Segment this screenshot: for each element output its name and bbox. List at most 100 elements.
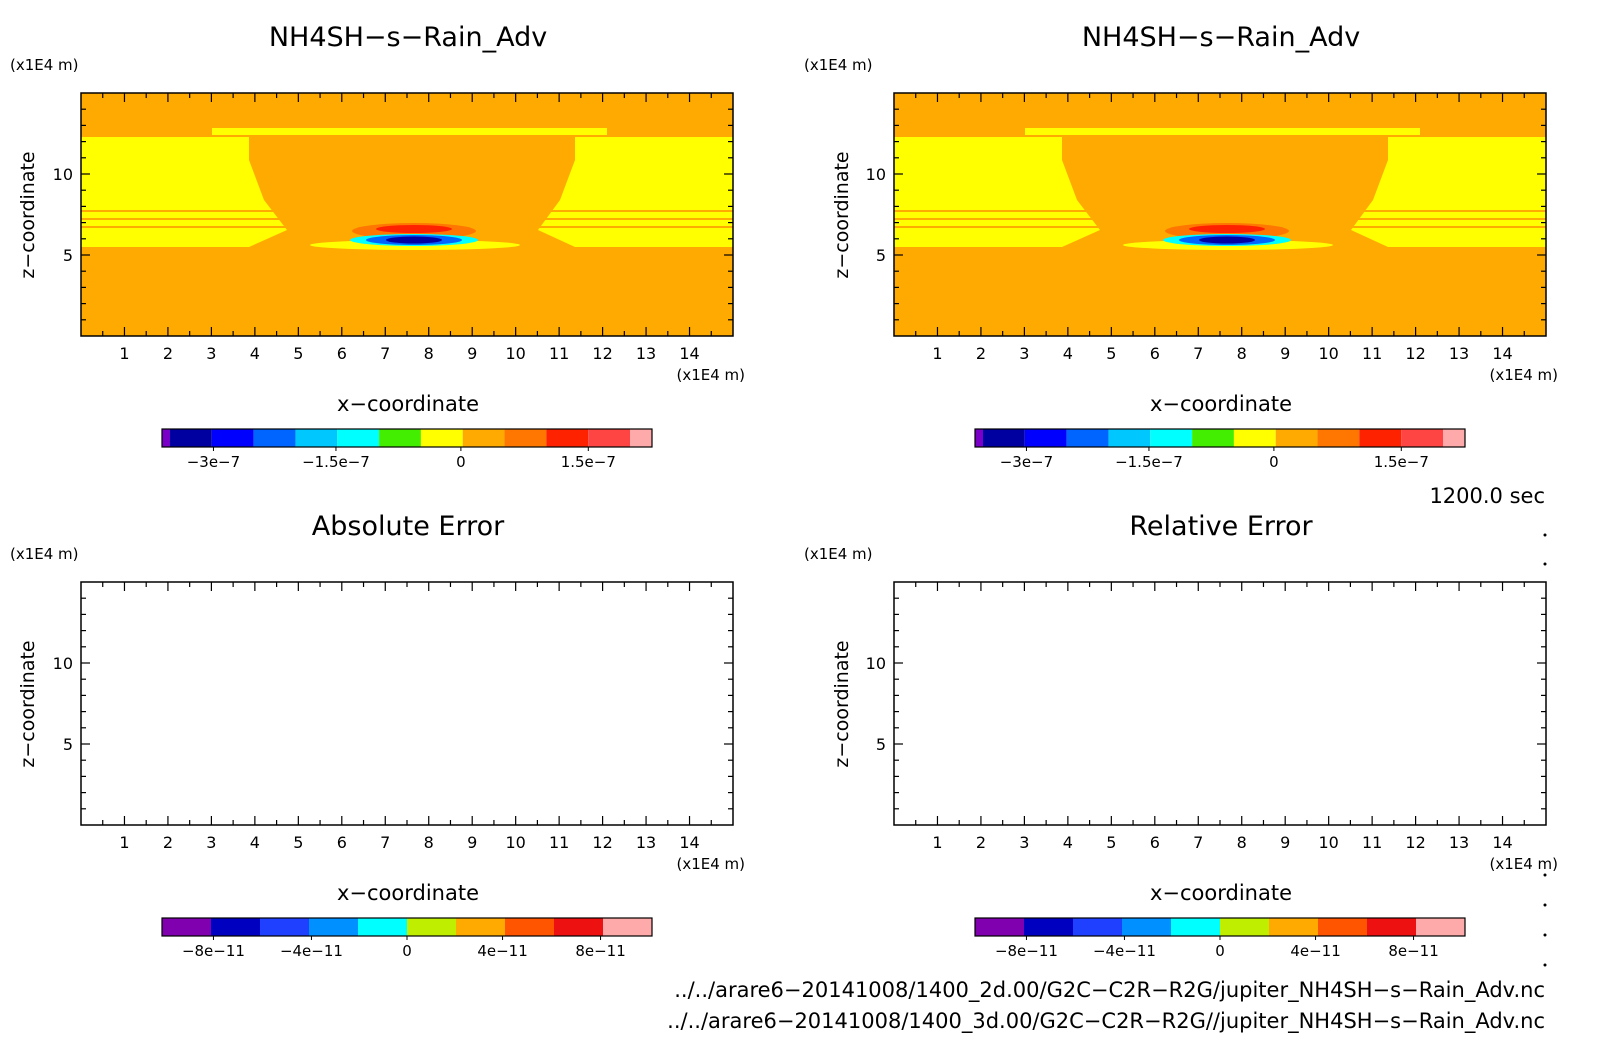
panel-title: NH4SH−s−Rain_Adv — [1082, 22, 1360, 53]
y-ticks: 5 10 — [53, 597, 733, 810]
colorbar-tick-label: 0 — [402, 942, 412, 960]
field-positive-core — [1189, 225, 1265, 233]
colorbar-swatch — [420, 429, 463, 447]
y-axis-label: z−coordinate — [831, 151, 853, 278]
colorbar-swatch — [1416, 918, 1465, 936]
y-axis-label: z−coordinate — [17, 640, 39, 767]
panel-bottom-right: Relative Error (x1E4 m) 1 2 3 4 5 6 7 8 9 10 11 12 1… — [804, 511, 1558, 960]
x-tick-label: 2 — [976, 344, 986, 363]
x-unit-label: (x1E4 m) — [1489, 855, 1558, 873]
colorbar-tick-label: 4e−11 — [1290, 942, 1340, 960]
colorbar-swatch — [1359, 429, 1402, 447]
field-yellow-ledge — [1025, 128, 1420, 135]
x-unit-label: (x1E4 m) — [1489, 366, 1558, 384]
x-tick-label: 13 — [1449, 344, 1469, 363]
dot — [1543, 562, 1547, 566]
y-ticks: 5 10 — [866, 597, 1546, 810]
x-tick-label: 2 — [163, 833, 173, 852]
x-tick-label: 13 — [1449, 833, 1469, 852]
field-negative-core — [1199, 236, 1255, 244]
x-tick-label: 7 — [1193, 344, 1203, 363]
x-tick-label: 8 — [424, 344, 434, 363]
colorbar-swatch — [1150, 429, 1193, 447]
colorbar-tick-label: −8e−11 — [995, 942, 1058, 960]
x-unit-label: (x1E4 m) — [676, 366, 745, 384]
x-ticks: 1 2 3 4 5 6 7 8 9 10 11 12 13 14 — [915, 93, 1525, 363]
colorbar-swatch — [407, 918, 456, 936]
x-tick-label: 10 — [1318, 344, 1338, 363]
colorbar-swatch — [975, 429, 983, 447]
colorbar-swatch — [1024, 918, 1073, 936]
colorbar-swatch — [1171, 918, 1220, 936]
x-tick-label: 10 — [505, 833, 525, 852]
y-tick-label: 5 — [63, 246, 73, 265]
y-tick-label: 5 — [63, 735, 73, 754]
colorbar-swatch — [1443, 429, 1465, 447]
x-unit-label: (x1E4 m) — [676, 855, 745, 873]
colorbar-swatch — [588, 429, 630, 447]
x-tick-label: 5 — [293, 833, 303, 852]
dot — [1543, 903, 1547, 907]
colorbar-swatch — [1401, 429, 1443, 447]
colorbar-tick-label: 1.5e−7 — [1374, 453, 1429, 471]
colorbar-swatch — [260, 918, 309, 936]
margin-dots — [1543, 533, 1547, 967]
colorbar-swatch — [505, 918, 554, 936]
x-axis-label: x−coordinate — [1150, 392, 1292, 416]
field-strip — [81, 218, 733, 220]
x-tick-label: 12 — [592, 833, 612, 852]
x-tick-label: 1 — [119, 833, 129, 852]
heatmap-field — [894, 93, 1546, 336]
x-tick-label: 9 — [1280, 833, 1290, 852]
colorbar-swatch — [1192, 429, 1234, 447]
colorbar-swatch — [379, 429, 421, 447]
panel-top-left: NH4SH−s−Rain_Adv (x1E4 m) 1 2 3 4 5 6 7 8 9 10 11 1… — [10, 22, 745, 471]
y-tick-label: 10 — [866, 654, 886, 673]
panel-top-right: NH4SH−s−Rain_Adv (x1E4 m) 1 2 3 4 5 6 7 8 9 10 11 1… — [804, 22, 1558, 471]
x-tick-label: 11 — [1362, 833, 1382, 852]
colorbar-swatch — [546, 429, 589, 447]
field-negative-core — [386, 236, 442, 244]
colorbar: −8e−11 −4e−11 0 4e−11 8e−11 — [161, 917, 653, 960]
colorbar-swatch — [1073, 918, 1122, 936]
x-tick-label: 9 — [1280, 344, 1290, 363]
y-axis-label: z−coordinate — [831, 640, 853, 767]
x-tick-label: 8 — [424, 833, 434, 852]
x-tick-label: 12 — [1405, 344, 1425, 363]
x-tick-label: 9 — [467, 344, 477, 363]
x-tick-label: 10 — [1318, 833, 1338, 852]
colorbar-tick-label: −8e−11 — [182, 942, 245, 960]
x-tick-label: 6 — [337, 344, 347, 363]
colorbar-swatch — [337, 429, 380, 447]
colorbar-swatch — [1233, 429, 1276, 447]
colorbar-swatch — [253, 429, 296, 447]
field-strip — [894, 218, 1546, 220]
colorbar-swatch — [162, 918, 211, 936]
panel-title: Absolute Error — [312, 511, 505, 542]
colorbar-tick-label: −4e−11 — [280, 942, 343, 960]
x-tick-label: 3 — [1019, 344, 1029, 363]
x-tick-label: 4 — [250, 833, 260, 852]
colorbar-tick-label: −4e−11 — [1093, 942, 1156, 960]
x-tick-label: 1 — [932, 344, 942, 363]
y-tick-label: 5 — [876, 246, 886, 265]
y-ticks: 5 10 — [53, 108, 733, 321]
colorbar-swatch — [1220, 918, 1269, 936]
x-tick-label: 3 — [1019, 833, 1029, 852]
colorbar-tick-label: −3e−7 — [187, 453, 240, 471]
colorbar-swatch — [1269, 918, 1318, 936]
file-path-2d: ../../arare6−20141008/1400_2d.00/G2C−C2R… — [674, 978, 1545, 1003]
time-label: 1200.0 sec — [1429, 484, 1545, 508]
x-tick-label: 11 — [549, 344, 569, 363]
colorbar-tick-label: 0 — [1215, 942, 1225, 960]
x-tick-label: 4 — [1063, 833, 1073, 852]
x-tick-label: 4 — [1063, 344, 1073, 363]
colorbar-tick-label: 8e−11 — [575, 942, 625, 960]
colorbar-swatch — [1024, 429, 1067, 447]
x-tick-label: 7 — [380, 344, 390, 363]
x-ticks: 1 2 3 4 5 6 7 8 9 10 11 12 13 14 — [915, 582, 1525, 852]
colorbar-swatch — [1318, 918, 1367, 936]
field-yellow-right — [575, 137, 733, 247]
x-tick-label: 3 — [206, 833, 216, 852]
